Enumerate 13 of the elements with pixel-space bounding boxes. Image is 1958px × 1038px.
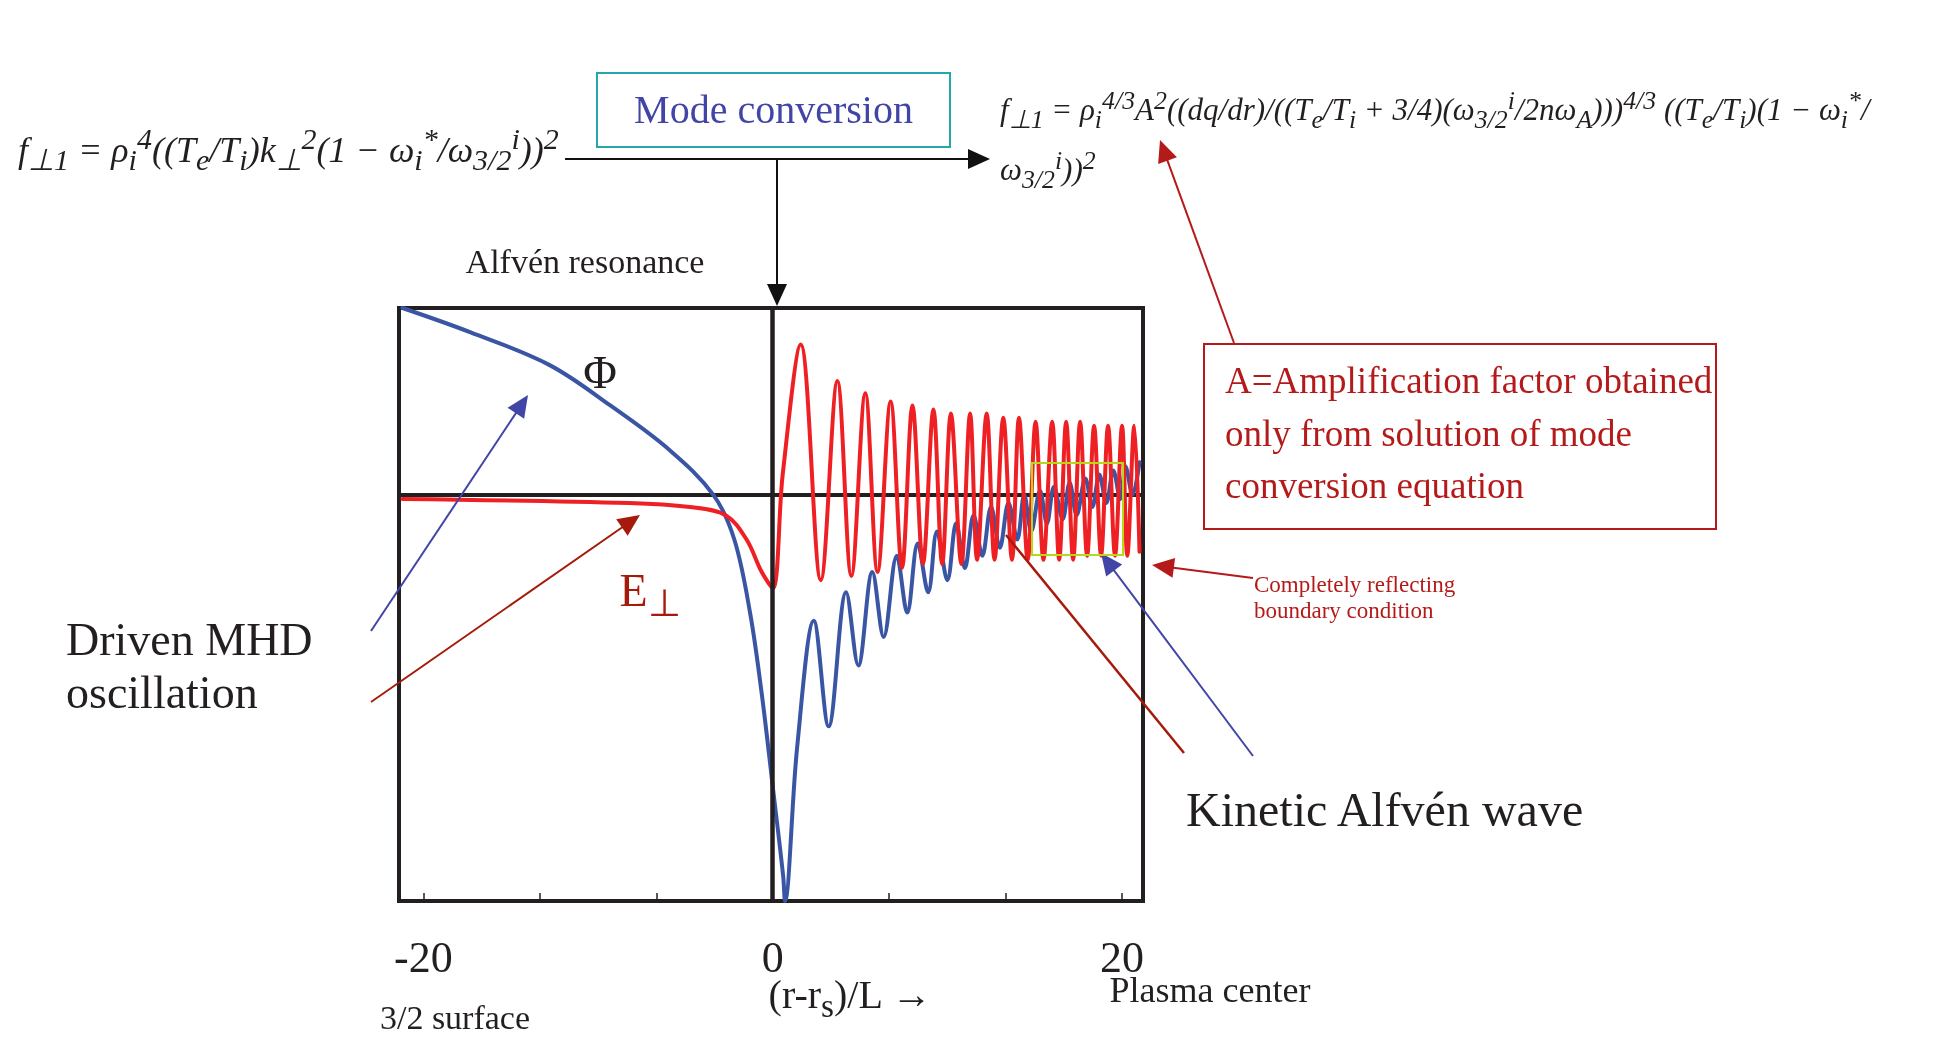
text: Kinetic Alfvén wave [1186, 782, 1585, 838]
series-label: E$_{⊥}$ [619, 564, 681, 626]
text: Driven MHD oscillation [66, 614, 314, 720]
text: Mode conversion [596, 72, 951, 148]
text: Alfvén resonance [464, 242, 706, 282]
text: f$_{⊥1}$ = ρ$_{i}$$^{4/3}$A$^{2}$((dq/dr)/((T$_{e}$/T$_{i}$ + 3/4)(ω$_{3/2}$$^{i}$/2nω$_{A}$)))$^{4/3}$ ((T$_{e}$/T$_{i}$)(1 − ω$_{i}$$^{*}$/ω$_{3/2}$$^{i}$))$^{2}$ [1000, 86, 1870, 194]
text: Completely reflecting boundary condition [1254, 572, 1457, 625]
text: A=Amplification factor obtained only from solution of mode conversion equation [1203, 343, 1717, 530]
text: f$_{⊥1}$ = ρ$_{i}$$^{4}$((T$_{e}$/T$_{i}$)k$_{⊥}$$^{2}$(1 − ω$_{i}$$^{*}$/ω$_{3/2}$$^{i}$))$^{2}$ [18, 122, 559, 177]
x-axis-title: (r-r$_{s}$)/L → [767, 972, 933, 1026]
text: 3/2 surface [378, 998, 532, 1038]
series-label: Φ [583, 346, 617, 400]
x-tick-label: -20 [394, 932, 453, 982]
